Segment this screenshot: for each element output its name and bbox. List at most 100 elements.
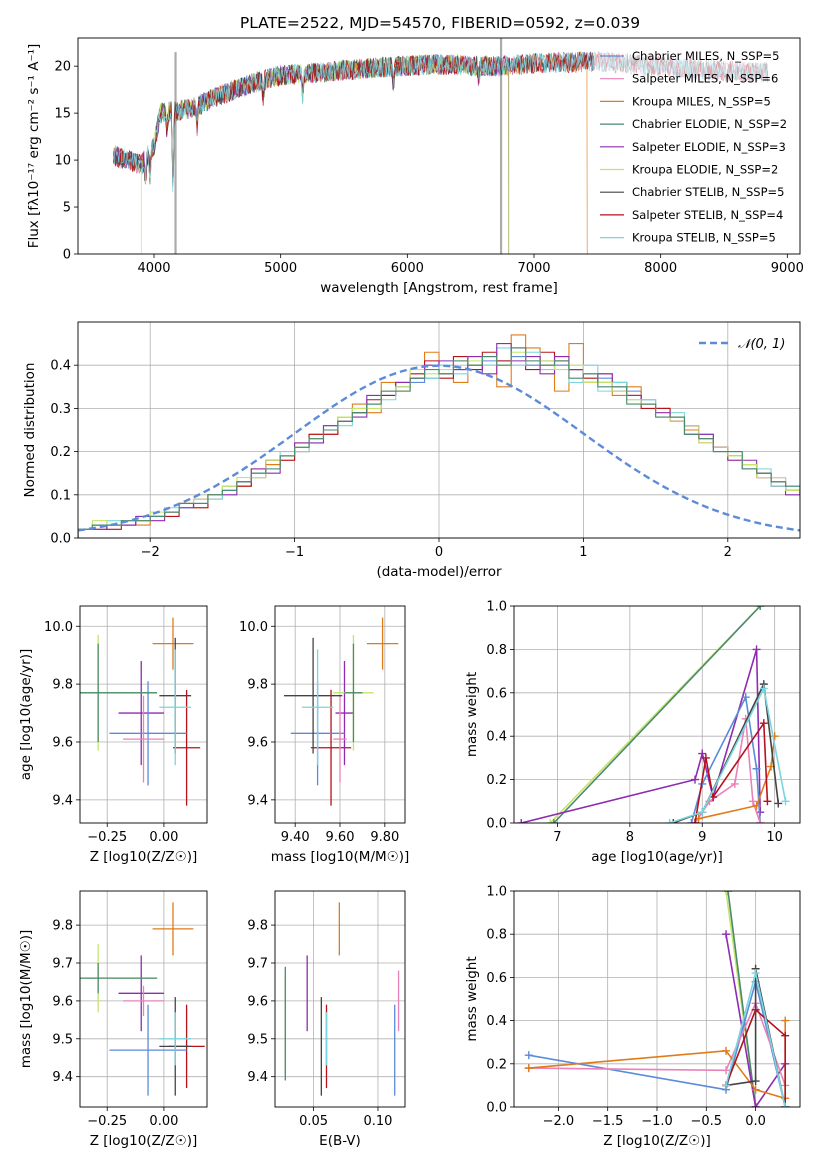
y-tick-label: 10 [54,154,71,169]
y-tick-label: 10.0 [239,620,268,635]
y-tick-label: 9.8 [247,678,268,693]
y-tick-label: 9.5 [247,1032,268,1047]
y-tick-label: 9.8 [247,919,268,934]
legend-label: Chabrier MILES, N_SSP=5 [632,49,779,63]
plot-area [283,617,399,806]
weight-point-marker [701,753,710,762]
weight-point-marker [698,808,707,817]
plot-area [284,902,400,1096]
y-tick-label: 10.0 [44,620,73,635]
y-tick-label: 9.4 [52,793,73,808]
weight-line-series-4 [694,718,761,823]
axes-frame [77,37,801,255]
weight-point-marker [751,1077,760,1086]
axes-frame [79,890,208,1108]
y-tick-label: 9.5 [52,1032,73,1047]
y-tick-label: 9.7 [52,957,73,972]
axes-age_vs_mass: 9.40 9.60 9.80 9.4 9.6 9.8 10.0 mass [log10(M/M… [239,605,409,865]
y-axis-label: Normed distribution [22,363,38,498]
weight-point-marker [751,1085,760,1094]
weight-line-series-5 [698,736,776,820]
x-tick-label: 6000 [391,261,424,276]
x-tick-label: 7000 [517,261,550,276]
weight-point-marker [741,693,750,702]
x-tick-label: 9000 [771,261,804,276]
y-tick-label: 0.8 [486,928,507,943]
x-tick-label: 0.00 [149,830,178,845]
weight-point-marker [770,732,779,741]
legend-label: Kroupa ELODIE, N_SSP=2 [632,163,778,177]
x-axis-label: Z [log10(Z/Z☉)] [90,1133,198,1149]
y-tick-label: 5 [63,201,71,216]
weight-point-marker [752,764,761,773]
x-tick-label: 10 [766,830,783,845]
weight-point-marker [751,1103,760,1107]
x-tick-label: 9 [698,830,706,845]
weight-point-marker [669,819,678,823]
weight-point-marker [774,799,783,808]
axes-age_vs_Z: −0.25 0.00 9.4 9.6 9.8 10.0 Z [log10(Z/Z☉)] age… [18,605,208,865]
legend-label: 𝒩(0, 1) [738,337,785,352]
legend-label: Kroupa MILES, N_SSP=5 [632,94,771,108]
legend-box [594,44,798,251]
weight-point-marker [781,1103,790,1107]
weight-point-marker [752,801,761,810]
weight-point-marker [722,1081,731,1090]
y-tick-label: 20 [54,60,71,75]
legend-label: Kroupa STELIB, N_SSP=5 [632,231,776,245]
x-tick-label: −1.5 [592,1114,624,1129]
spectrum-line-series-3 [113,54,510,254]
y-tick-label: 1.0 [486,885,507,900]
y-tick-label: 9.8 [52,678,73,693]
y-tick-label: 15 [54,107,71,122]
y-tick-label: 0.2 [486,773,507,788]
weight-point-marker [549,819,558,823]
x-axis-label: wavelength [Angstrom, rest frame] [320,280,558,296]
weight-line-series-6 [725,1008,787,1107]
y-tick-label: 9.6 [247,994,268,1009]
x-tick-label: 9.40 [281,830,310,845]
axes-frame [274,890,406,1108]
legend-label: Salpeter STELIB, N_SSP=4 [632,208,783,222]
y-tick-label: 0.3 [50,402,71,417]
legend-label: Salpeter MILES, N_SSP=6 [632,72,778,86]
x-tick-label: 2 [724,545,732,560]
legend-label: Chabrier STELIB, N_SSP=5 [632,185,784,199]
x-tick-label: 8 [626,830,634,845]
weight-point-marker [524,1051,533,1060]
spectrum-line-series-2 [113,51,588,254]
weight-line-series-1 [553,606,761,823]
weight-line-series-8 [669,686,787,823]
plot-area [113,38,769,254]
x-tick-label: −1.0 [641,1114,673,1129]
x-tick-label: 0.05 [299,1114,328,1129]
x-axis-label: age [log10(age/yr)] [591,849,723,865]
weight-point-marker [752,645,761,654]
x-tick-label: 8000 [644,261,677,276]
axes-mass_vs_Z: −0.25 0.00 9.4 9.5 9.6 9.7 9.8 Z [log10(Z/Z☉)] m… [18,890,208,1149]
weight-point-marker [730,779,739,788]
weight-point-marker [524,1064,533,1073]
weight-point-marker [698,749,707,758]
weight-point-marker [722,930,731,939]
x-tick-label: 0 [435,545,443,560]
weight-point-marker [691,819,700,823]
y-tick-label: 0.0 [486,817,507,832]
y-tick-label: 0.2 [50,445,71,460]
x-tick-label: 9.80 [370,830,399,845]
x-axis-label: Z [log10(Z/Z☉)] [603,1133,711,1149]
y-tick-label: 0.4 [486,1014,507,1029]
y-tick-label: 0.6 [486,971,507,986]
y-tick-label: 0.4 [50,359,71,374]
histogram-step-series-0 [78,356,800,538]
spectrum-legend: Chabrier MILES, N_SSP=5 Salpeter MILES, N… [594,44,798,251]
weight-point-marker [759,684,768,693]
x-tick-label: 4000 [137,261,170,276]
spectrum-line-series-4 [113,54,510,254]
weight-point-marker [722,1046,731,1055]
x-tick-label: −2.0 [543,1114,575,1129]
y-axis-label: age [log10(age/yr)] [18,649,34,781]
y-tick-label: 0 [63,248,71,263]
x-tick-label: 7 [553,830,561,845]
